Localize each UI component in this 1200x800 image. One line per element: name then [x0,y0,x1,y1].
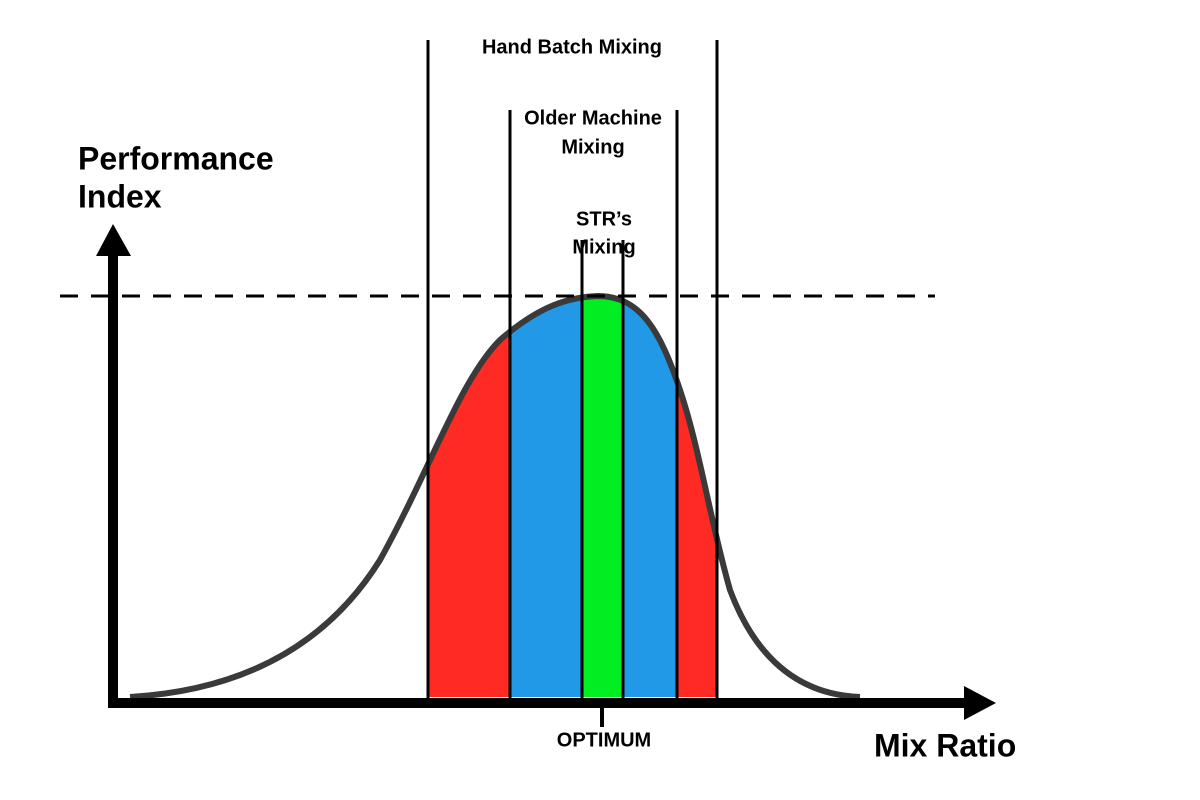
range-label: Older Machine [524,107,662,129]
range-label: Mixing [561,136,624,158]
range-label: Mixing [572,236,635,258]
range-boundaries [426,40,719,700]
x-axis-arrow [964,686,996,720]
range-label: STR’s [576,208,632,230]
optimum-label: OPTIMUM [557,729,651,751]
y-axis-label: Index [78,178,162,214]
str-fill [582,296,623,697]
range-fills [428,296,717,697]
x-axis-label: Mix Ratio [874,727,1016,763]
y-axis-arrow [96,224,131,256]
range-label: Hand Batch Mixing [482,36,662,58]
y-axis-label: Performance [78,140,274,176]
